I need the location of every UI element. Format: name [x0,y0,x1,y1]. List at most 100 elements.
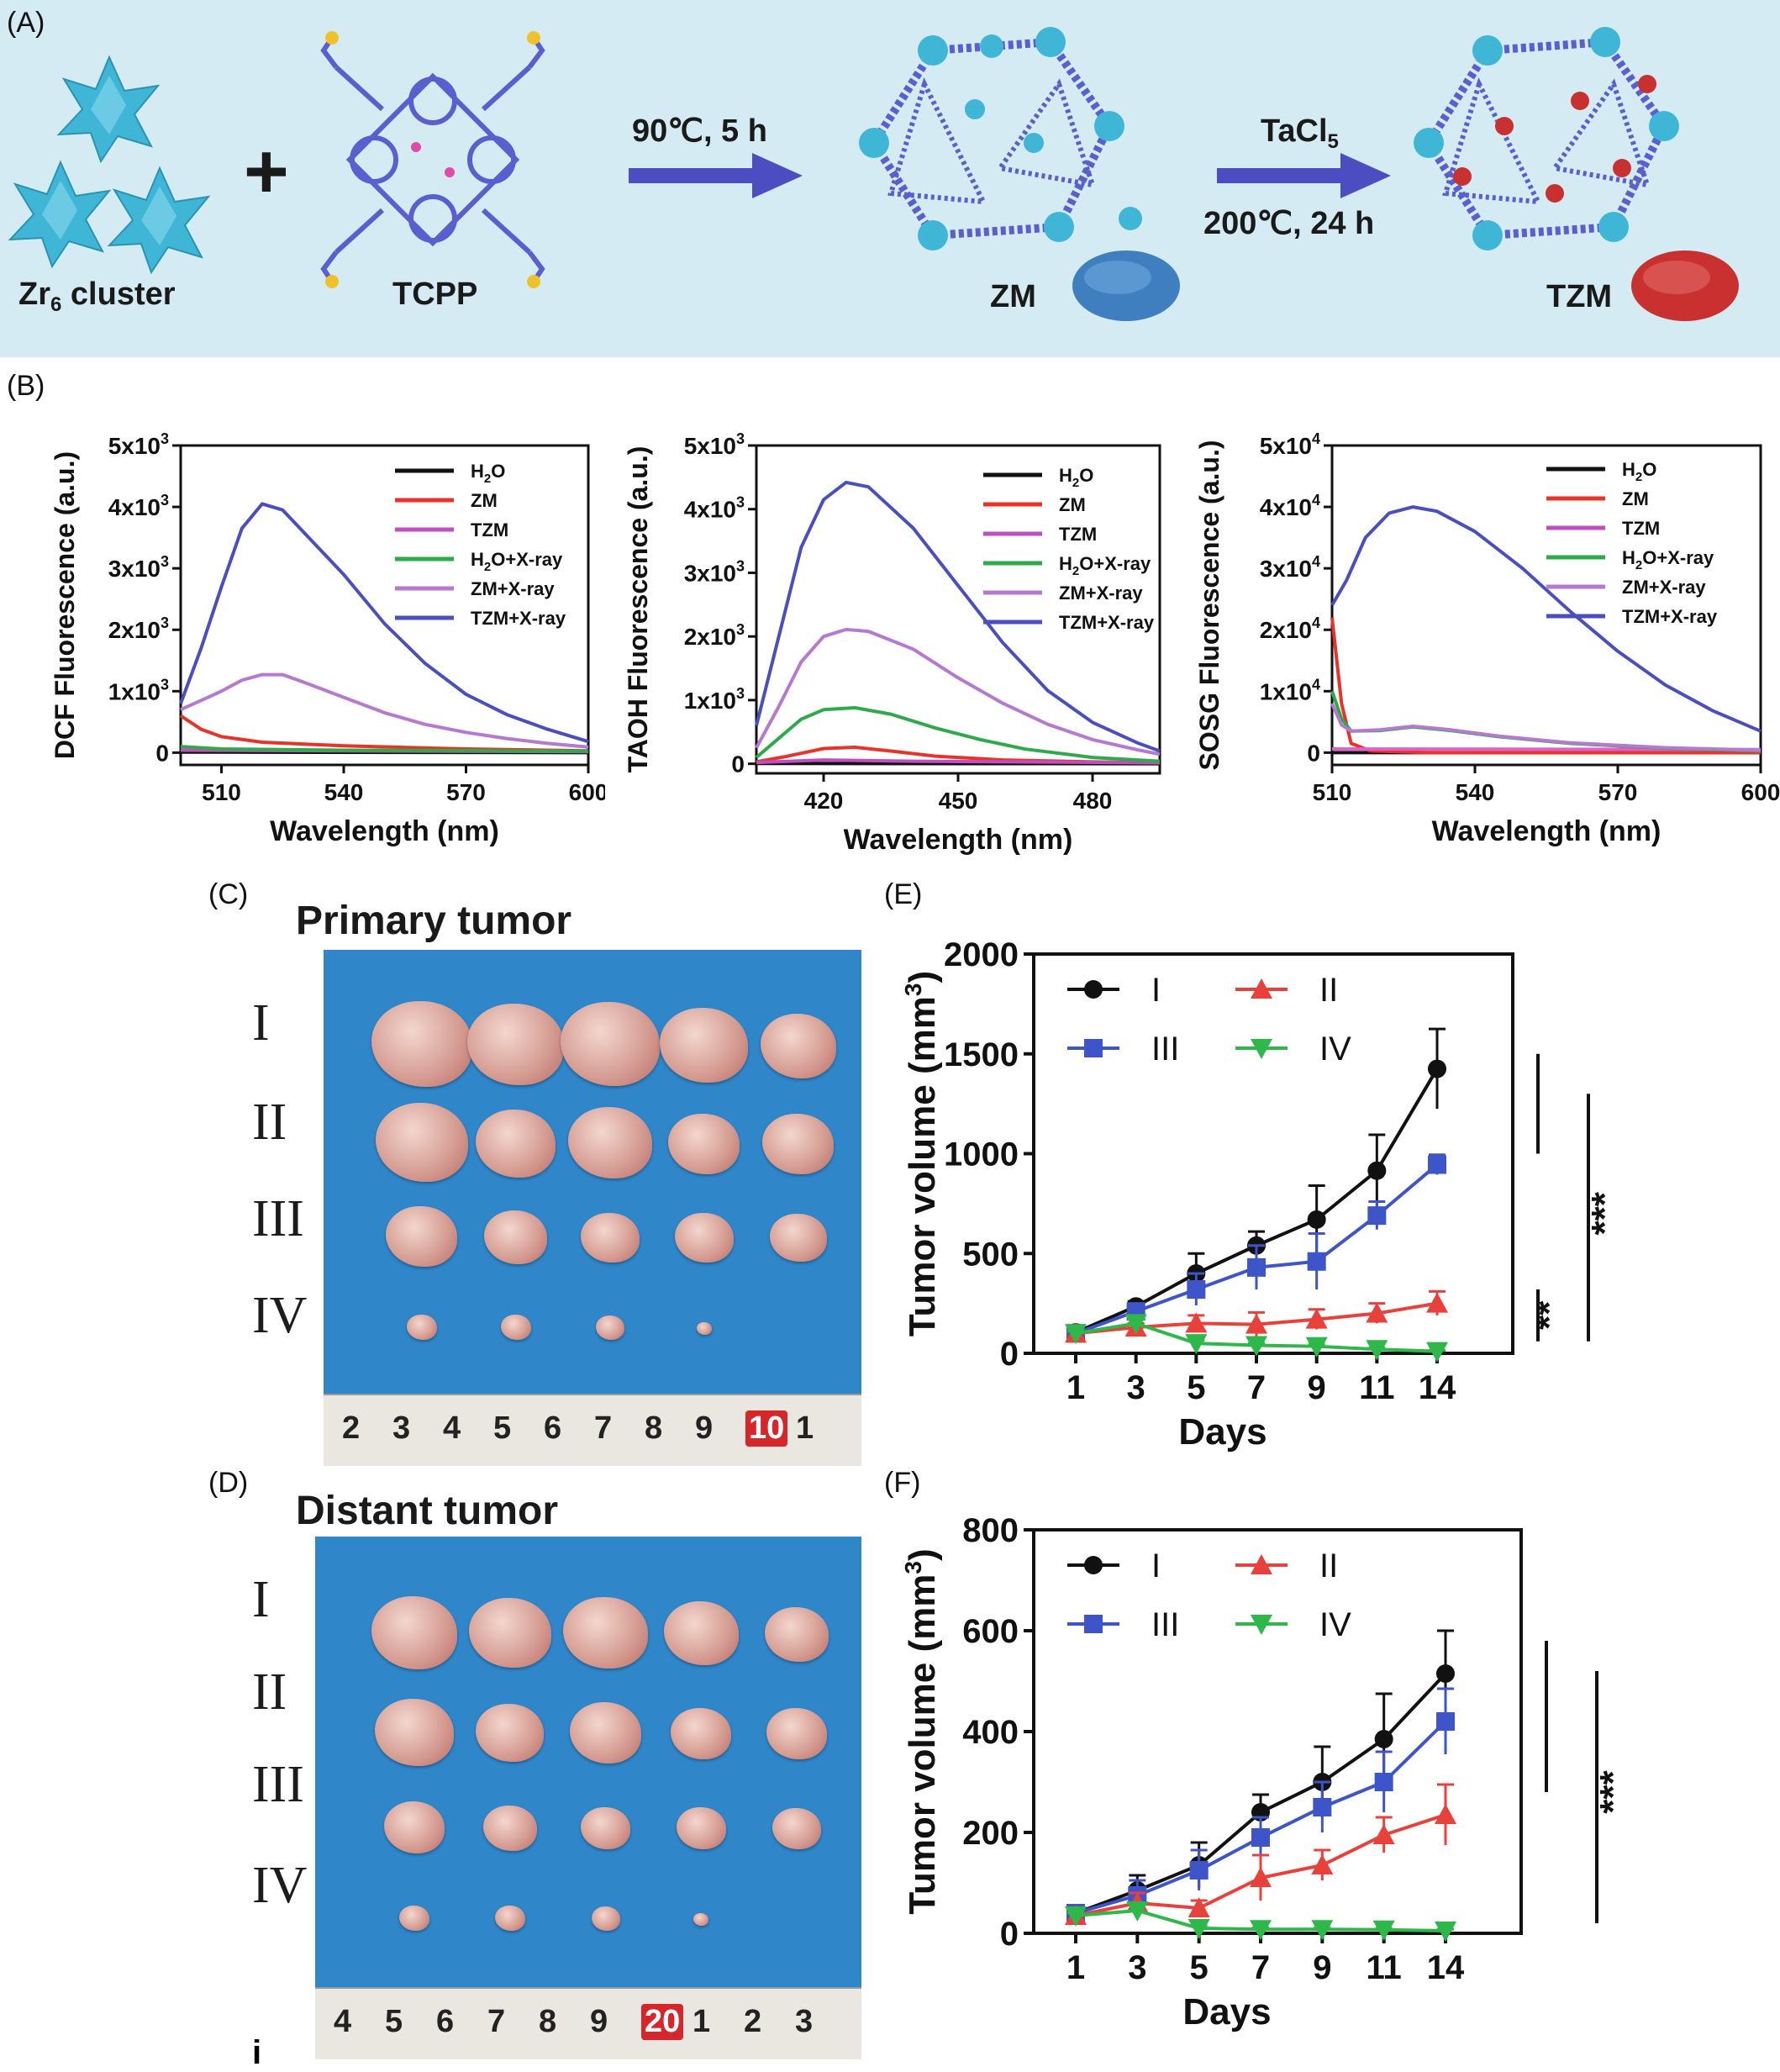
y-tick-label: 0 [1000,1336,1019,1373]
x-tick-label: 7 [1251,1949,1270,1986]
x-tick-label: 600 [1741,779,1780,805]
tumor-specimen [384,1801,445,1853]
tzm-framework-icon [1414,27,1679,250]
legend-entry: H2O [1059,465,1093,490]
significance-label: *** [1584,1191,1625,1235]
data-point [1426,1293,1448,1313]
legend-entry: TZM+X-ray [1622,606,1718,627]
legend-entry: TZM+X-ray [1059,612,1155,633]
x-tick-label: 3 [1128,1949,1146,1986]
data-point [1187,1280,1205,1299]
x-tick-label: 540 [324,779,364,805]
y-axis-title: SOSG Fluorescence (a.u.) [1194,440,1224,771]
tumor-specimen [765,1607,829,1662]
tumor-specimen [376,1103,468,1182]
x-tick-label: 14 [1419,1369,1456,1406]
x-tick-label: 540 [1456,779,1495,805]
data-point [1308,1210,1326,1229]
legend-entry: H2O [471,461,505,486]
row-label-IV: IV [252,1286,307,1346]
x-tick-label: 1 [1066,1369,1085,1406]
tumor-specimen [386,1206,457,1267]
legend-entry: TZM+X-ray [471,608,566,629]
tumor-specimen [581,1213,640,1263]
series-I [1066,1029,1446,1342]
ruler-number: 3 [392,1410,410,1447]
y-tick-label: 1500 [944,1036,1019,1073]
panel-label-d: (D) [208,1467,248,1500]
legend-label: III [1151,1031,1179,1068]
y-tick-label: 2x103 [684,621,745,650]
tumor-specimen [697,1322,712,1335]
plot-frame [1332,446,1761,765]
tumor-specimen [495,1906,525,1932]
x-axis-title: Days [1178,1411,1267,1453]
legend-label: I [1151,972,1161,1009]
legend-marker [1084,980,1103,999]
panel-label-c: (C) [208,878,248,911]
y-tick-label: 2x104 [1260,614,1320,643]
legend-entry: H2O+X-ray [1622,547,1714,572]
tumor-specimen [592,1906,620,1931]
legend-marker [1084,1039,1103,1057]
y-axis-title: Tumor volume (mm3) [900,971,943,1337]
legend-label: II [1319,972,1338,1009]
tumor-specimen [596,1315,624,1340]
legend-entry: TZM [471,519,508,540]
y-tick-label: 0 [1307,740,1320,766]
tumor-specimen [501,1315,531,1341]
tumor-specimen [375,1699,454,1765]
x-tick-label: 420 [804,788,844,814]
data-point [1375,1773,1393,1791]
tumor-specimen [371,1001,472,1087]
ruler-number: 3 [795,2004,813,2040]
y-tick-label: 600 [962,1613,1019,1650]
tzm-label: TZM [1546,279,1612,314]
ruler-number: 7 [594,1410,612,1447]
tumor-specimen [766,1708,827,1759]
legend-label: I [1151,1547,1161,1584]
y-tick-label: 5x103 [108,430,169,459]
tcpp-label: TCPP [392,277,477,312]
series-line-h2o-x-ray [756,708,1160,762]
row-label-III: III [252,1755,304,1815]
tumor-specimen [770,1214,827,1263]
ruler-number: 1 [693,2004,710,2040]
x-tick-label: 570 [1598,779,1638,805]
panel-label-e: (E) [884,878,922,911]
legend-entry: ZM [1059,494,1086,515]
significance-label: ** [1529,1300,1570,1330]
zm-label: ZM [990,279,1036,314]
y-tick-label: 2x103 [108,614,169,643]
ruler-number: 7 [487,2004,505,2040]
row-label-II: II [252,1663,287,1722]
y-tick-label: 4x103 [684,494,745,523]
y-tick-label: 1x104 [1260,676,1320,704]
x-tick-label: 510 [1313,779,1352,805]
legend-label: III [1151,1606,1179,1643]
tumor-specimen [570,1702,641,1763]
legend-entry: ZM+X-ray [1059,583,1143,604]
ruler-number: 1 [796,1410,814,1447]
ruler-number: 10 [745,1410,787,1447]
tumor-specimen [568,1107,652,1178]
panel-label-a: (A) [7,7,45,40]
plot-frame [181,446,588,765]
row-label-I: I [252,1570,270,1630]
data-point [1251,1828,1270,1847]
legend-label: II [1319,1547,1338,1584]
distant-tumor-title: Distant tumor [296,1488,558,1534]
tumor-specimen [467,1004,564,1086]
reaction-arrow-2-icon [1217,153,1391,198]
legend-entry: ZM [471,490,498,511]
legend-entry: H2O+X-ray [1059,553,1151,578]
bottom-mark: i [252,2034,261,2072]
y-tick-label: 1x103 [684,685,745,714]
y-tick-label: 800 [962,1512,1019,1549]
legend-entry: H2O+X-ray [471,549,563,574]
y-tick-label: 1x103 [108,676,169,704]
y-axis-title: Tumor volume (mm3) [900,1548,943,1914]
